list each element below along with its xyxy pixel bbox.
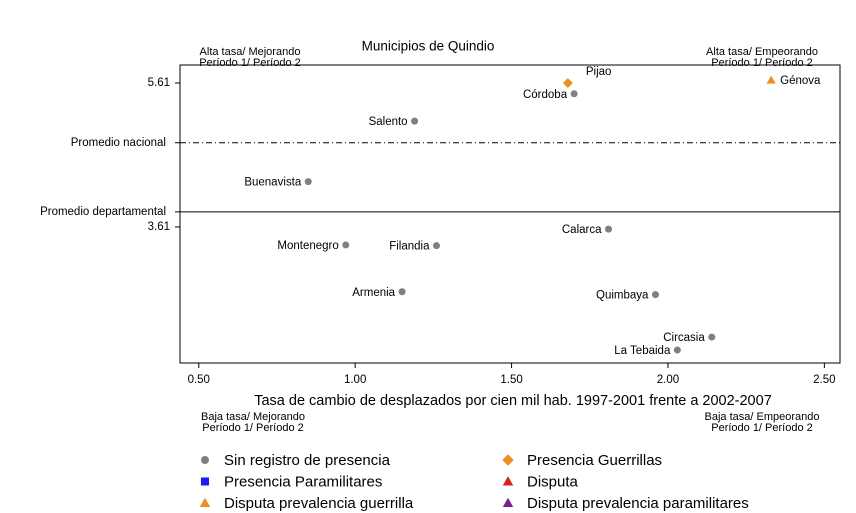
point	[304, 178, 312, 186]
point	[651, 291, 659, 299]
x-tick-label: 1.50	[500, 374, 522, 386]
reference-label: Promedio departamental	[40, 206, 166, 218]
reference-label: Promedio nacional	[71, 137, 166, 149]
legend-label: Sin registro de presencia	[224, 452, 391, 469]
legend-label: Presencia Guerrillas	[527, 452, 662, 469]
point	[673, 346, 681, 354]
point	[570, 90, 578, 98]
legend-marker	[502, 497, 514, 507]
corner-annotation: Período 1/ Período 2	[711, 57, 813, 69]
point-label: Pijao	[586, 66, 612, 78]
corner-annotation: Período 1/ Período 2	[202, 422, 304, 434]
point	[605, 225, 613, 233]
point	[708, 333, 716, 341]
point	[766, 75, 776, 84]
corner-annotation: Baja tasa/ Mejorando	[201, 411, 305, 423]
legend-marker	[201, 456, 209, 464]
corner-annotation: Período 1/ Período 2	[199, 57, 301, 69]
point-label: Montenegro	[277, 240, 338, 252]
point	[432, 242, 440, 250]
point-label: Buenavista	[244, 177, 302, 189]
point-label: Circasia	[663, 332, 705, 344]
point-label: Génova	[780, 75, 821, 87]
point-label: Filandia	[389, 241, 430, 253]
corner-annotation: Alta tasa/ Mejorando	[200, 46, 301, 58]
legend-label: Disputa	[527, 473, 579, 490]
corner-annotation: Período 1/ Período 2	[711, 422, 813, 434]
point-label: Calarca	[562, 224, 602, 236]
legend-label: Disputa prevalencia paramilitares	[527, 495, 749, 512]
point-label: Armenia	[352, 287, 395, 299]
point	[342, 241, 350, 249]
point-label: Córdoba	[523, 89, 568, 101]
chart-title: Municipios de Quindio	[362, 39, 495, 54]
legend-label: Disputa prevalencia guerrilla	[224, 495, 414, 512]
x-axis-label: Tasa de cambio de desplazados por cien m…	[254, 393, 772, 409]
x-tick-label: 0.50	[188, 374, 210, 386]
x-tick-label: 2.50	[813, 374, 835, 386]
point	[398, 288, 406, 296]
corner-annotation: Alta tasa/ Empeorando	[706, 46, 818, 58]
legend-marker	[502, 476, 514, 486]
y-tick-label: 3.61	[148, 221, 170, 233]
x-tick-label: 2.00	[657, 374, 679, 386]
corner-annotation: Baja tasa/ Empeorando	[705, 411, 820, 423]
point-label: La Tebaida	[614, 345, 671, 357]
point	[411, 117, 419, 125]
point-label: Quimbaya	[596, 290, 649, 302]
point-label: Salento	[369, 116, 408, 128]
point	[562, 78, 573, 88]
x-tick-label: 1.00	[344, 374, 366, 386]
legend-marker	[201, 477, 209, 486]
legend-label: Presencia Paramilitares	[224, 473, 382, 490]
plot-frame	[179, 64, 841, 364]
legend-marker	[502, 454, 514, 466]
y-tick-label: 5.61	[148, 77, 170, 89]
legend-marker	[199, 497, 211, 507]
